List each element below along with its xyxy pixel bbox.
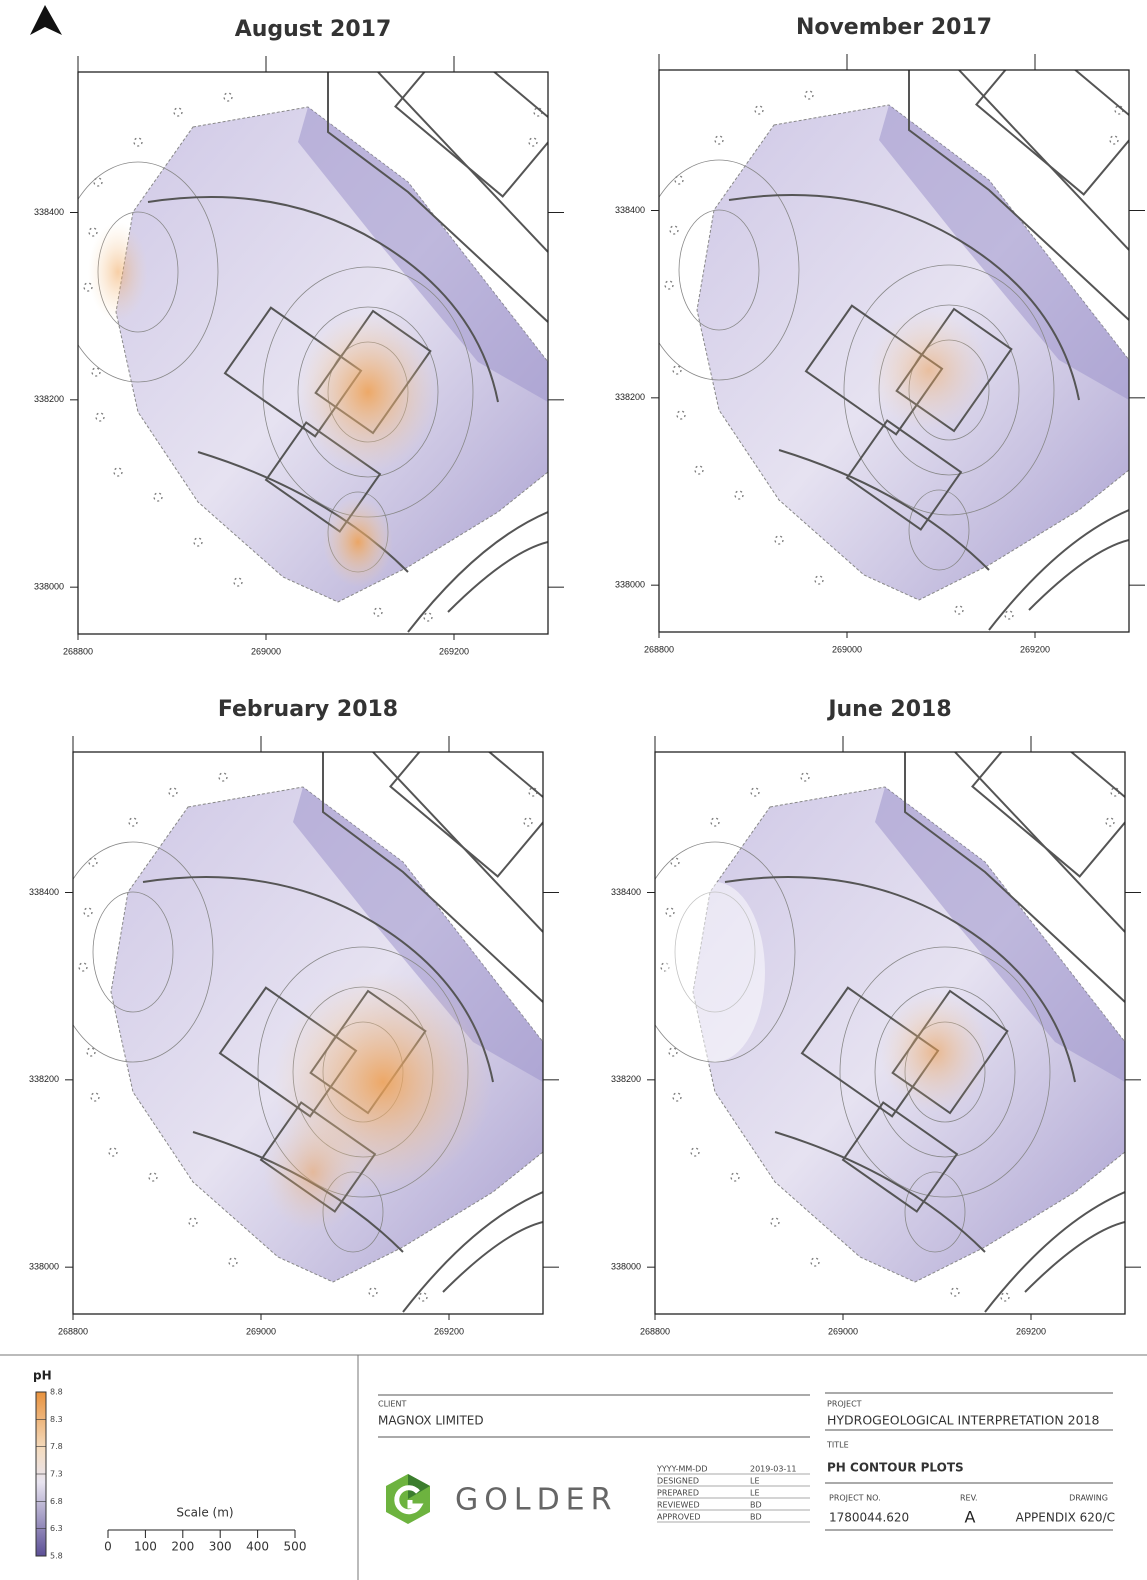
project-no: 1780044.620	[829, 1511, 909, 1525]
rev-label: REV.	[960, 1494, 978, 1503]
client-label: CLIENT	[378, 1400, 406, 1409]
legend-title: pH	[33, 1369, 52, 1383]
site-map	[58, 38, 561, 632]
legend-tick-label: 5.8	[50, 1552, 63, 1561]
scale-label: Scale (m)	[176, 1506, 233, 1520]
y-tick-label: 338000	[29, 1262, 59, 1272]
legend-tick-label: 8.3	[50, 1415, 63, 1424]
table-cell: PREPARED	[657, 1489, 699, 1498]
map-title: February 2018	[218, 697, 398, 722]
legend-tick-label: 7.3	[50, 1470, 63, 1479]
scale-tick-label: 300	[209, 1540, 232, 1554]
logo-mark	[386, 1474, 430, 1524]
y-tick-label: 338400	[34, 207, 64, 217]
x-tick-label: 269000	[828, 1326, 858, 1336]
map-title: August 2017	[235, 17, 392, 42]
scale-tick-label: 400	[246, 1540, 269, 1554]
x-tick-label: 269200	[434, 1326, 464, 1336]
table-cell: REVIEWED	[657, 1501, 700, 1510]
y-tick-label: 338000	[34, 582, 64, 592]
y-tick-label: 338000	[615, 580, 645, 590]
table-cell: BD	[750, 1501, 762, 1510]
scale-tick-label: 100	[134, 1540, 157, 1554]
table-cell: YYYY-MM-DD	[656, 1465, 708, 1474]
x-tick-label: 269000	[246, 1326, 276, 1336]
map-title: June 2018	[826, 697, 951, 722]
legend-tick-label: 6.8	[50, 1497, 63, 1506]
legend-tick-label: 7.8	[50, 1442, 63, 1451]
title-label: TITLE	[826, 1441, 849, 1450]
x-tick-label: 268800	[63, 646, 93, 656]
project-label: PROJECT	[827, 1400, 862, 1409]
drawing-title: PH CONTOUR PLOTS	[827, 1461, 964, 1475]
y-tick-label: 338200	[611, 1074, 641, 1084]
scale-tick-label: 200	[171, 1540, 194, 1554]
table-cell: LE	[750, 1477, 760, 1486]
company: GOLDER	[455, 1483, 617, 1518]
x-tick-label: 268800	[58, 1326, 88, 1336]
ph-contours	[869, 310, 989, 430]
y-tick-label: 338400	[611, 887, 641, 897]
x-tick-label: 268800	[644, 644, 674, 654]
y-tick-label: 338400	[615, 205, 645, 215]
table-cell: APPROVED	[657, 1513, 701, 1522]
y-tick-label: 338200	[29, 1074, 59, 1084]
project: HYDROGEOLOGICAL INTERPRETATION 2018	[827, 1413, 1100, 1428]
table-cell: LE	[750, 1489, 760, 1498]
x-tick-label: 269200	[439, 646, 469, 656]
x-tick-label: 268800	[640, 1326, 670, 1336]
y-tick-label: 338000	[611, 1262, 641, 1272]
page: pH Scale (m) CLIENT MAGNOX LIMITED GOLDE…	[0, 0, 1147, 1580]
north-arrow	[30, 5, 62, 35]
table-cell: BD	[750, 1513, 762, 1522]
project-no-label: PROJECT NO.	[829, 1494, 881, 1503]
table-cell: DESIGNED	[657, 1477, 699, 1486]
legend-tick-label: 6.3	[50, 1524, 63, 1533]
y-tick-label: 338200	[615, 392, 645, 402]
y-tick-label: 338200	[34, 394, 64, 404]
client: MAGNOX LIMITED	[378, 1414, 484, 1428]
x-tick-label: 269200	[1020, 644, 1050, 654]
drawing-no: APPENDIX 620/C	[1016, 1511, 1115, 1525]
x-tick-label: 269200	[1016, 1326, 1046, 1336]
legend-tick-label: 8.8	[50, 1388, 63, 1397]
x-tick-label: 269000	[251, 646, 281, 656]
x-tick-label: 269000	[832, 644, 862, 654]
y-tick-label: 338400	[29, 887, 59, 897]
scale-tick-label: 500	[284, 1540, 307, 1554]
drawing-label: DRAWING	[1069, 1494, 1108, 1503]
rev: A	[965, 1508, 976, 1527]
table-cell: 2019-03-11	[750, 1465, 797, 1474]
map-title: November 2017	[796, 15, 992, 40]
scale-tick-label: 0	[104, 1540, 112, 1554]
